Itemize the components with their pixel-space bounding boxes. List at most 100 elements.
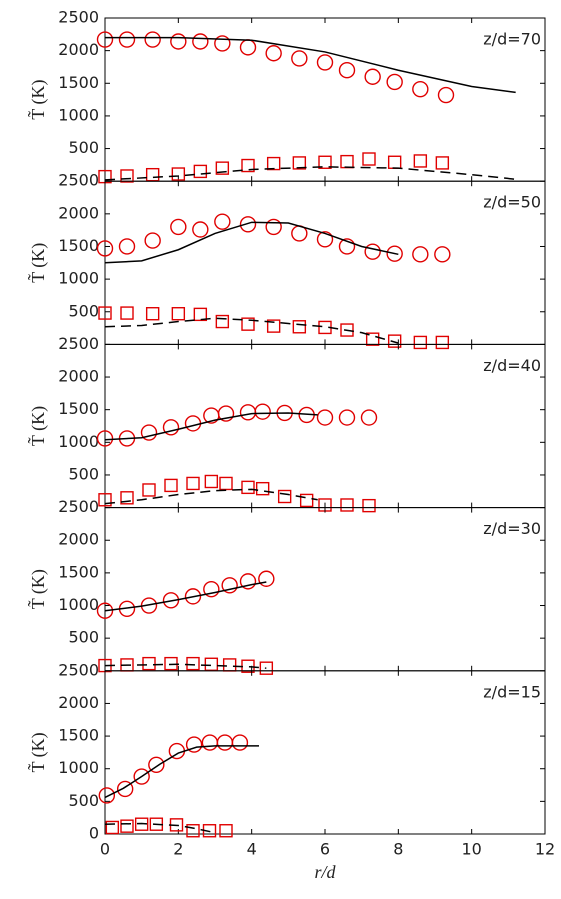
model-line: [104, 221, 399, 264]
y-tick-label: 500: [68, 628, 99, 647]
circle-marker: [221, 577, 238, 594]
circle-marker: [185, 736, 203, 753]
circle-marker: [239, 404, 257, 421]
annotation: z/d=50: [483, 193, 541, 212]
square-marker: [241, 317, 255, 331]
square-marker: [120, 491, 134, 505]
circle-marker: [338, 238, 356, 255]
y-tick-label: 1000: [58, 269, 99, 288]
model-line: [104, 663, 267, 669]
circle-marker: [184, 588, 202, 605]
annotation: z/d=70: [483, 30, 541, 49]
y-axis-label: T̃ (K): [27, 732, 50, 772]
x-tick-label: 0: [100, 840, 110, 859]
annotation: z/d=40: [483, 356, 541, 375]
square-marker: [241, 158, 255, 173]
circle-marker: [170, 218, 187, 236]
model-line: [104, 488, 318, 505]
circle-marker: [96, 430, 114, 447]
square-marker: [142, 483, 156, 497]
square-marker: [215, 161, 230, 175]
y-tick-label: 2000: [58, 530, 99, 549]
square-marker: [340, 498, 354, 512]
x-axis-label: r/d: [314, 862, 336, 882]
plot-frame: [104, 343, 546, 509]
plot-frame: [104, 670, 546, 835]
circle-marker: [338, 62, 356, 79]
square-marker: [105, 820, 120, 835]
y-tick-label: 2500: [58, 8, 99, 27]
y-tick-label: 2500: [58, 497, 99, 516]
circle-marker: [184, 415, 202, 432]
circle-marker: [192, 221, 209, 238]
square-marker: [387, 334, 402, 348]
annotation: z/d=30: [483, 519, 541, 538]
x-tick-label: 12: [535, 840, 555, 859]
circle-marker: [316, 54, 334, 71]
circle-marker: [316, 409, 334, 426]
square-marker: [145, 167, 160, 182]
y-tick-label: 500: [68, 301, 99, 320]
y-tick-label: 1500: [58, 726, 99, 745]
circle-marker: [338, 409, 356, 426]
circle-marker: [133, 768, 150, 785]
y-tick-label: 2500: [58, 334, 99, 353]
circle-marker: [364, 68, 381, 85]
model-line: [104, 317, 399, 344]
y-tick-label: 1000: [58, 105, 99, 124]
circle-marker: [239, 216, 257, 233]
square-marker: [186, 824, 200, 838]
square-marker: [318, 155, 332, 169]
circle-marker: [254, 403, 271, 420]
square-marker: [266, 319, 281, 333]
circle-marker: [386, 73, 403, 91]
y-axis-label: T̃ (K): [27, 80, 50, 120]
circle-marker: [214, 35, 231, 52]
square-marker: [142, 656, 156, 671]
square-marker: [120, 819, 134, 833]
circle-marker: [118, 31, 136, 48]
y-tick-label: 500: [68, 138, 99, 157]
square-marker: [387, 155, 402, 169]
square-marker: [215, 314, 230, 329]
square-marker: [98, 493, 112, 507]
y-tick-label: 2000: [58, 367, 99, 386]
y-tick-label: 1000: [58, 758, 99, 777]
circle-marker: [316, 231, 334, 248]
circle-marker: [96, 31, 114, 48]
plot-frame: [104, 507, 546, 672]
square-marker: [164, 478, 178, 493]
square-marker: [193, 307, 208, 322]
square-marker: [299, 493, 314, 508]
square-marker: [219, 476, 233, 491]
x-tick-label: 6: [320, 840, 330, 859]
y-tick-label: 1000: [58, 595, 99, 614]
circle-marker: [144, 232, 161, 249]
y-tick-label: 1500: [58, 73, 99, 92]
circle-marker: [291, 50, 308, 67]
circle-marker: [386, 245, 403, 262]
square-marker: [340, 154, 354, 169]
square-marker: [219, 824, 233, 838]
y-tick-label: 1500: [58, 562, 99, 581]
y-tick-label: 2500: [58, 171, 99, 190]
y-tick-label: 1500: [58, 399, 99, 418]
square-marker: [186, 476, 200, 491]
y-tick-label: 1000: [58, 432, 99, 451]
x-tick-label: 4: [247, 840, 257, 859]
model-line: [104, 745, 259, 799]
square-marker: [241, 480, 255, 495]
circle-marker: [170, 33, 187, 50]
square-marker: [292, 320, 307, 334]
y-tick-label: 500: [68, 464, 99, 483]
circle-marker: [412, 246, 429, 263]
square-marker: [340, 323, 354, 337]
square-marker: [362, 498, 376, 513]
square-marker: [362, 152, 376, 166]
square-marker: [145, 307, 160, 321]
circle-marker: [144, 31, 161, 48]
square-marker: [365, 332, 380, 346]
circle-marker: [265, 218, 282, 236]
square-marker: [277, 489, 292, 504]
